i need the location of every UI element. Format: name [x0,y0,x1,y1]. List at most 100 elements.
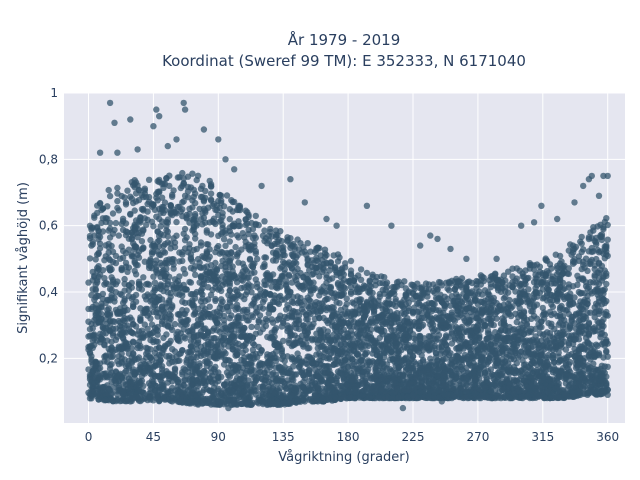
data-point [569,393,577,400]
data-point [145,262,153,269]
data-point [99,267,107,274]
data-point [541,310,548,318]
data-point [127,314,134,321]
data-point [125,246,133,253]
data-point [112,259,120,267]
data-point [259,232,267,239]
data-point [119,247,127,255]
data-point [533,275,541,283]
data-point [219,221,226,229]
data-point [153,257,160,264]
data-point [122,367,130,375]
data-point [187,343,195,350]
data-point [173,285,180,292]
data-point [96,199,104,207]
data-point [199,302,206,310]
data-point [89,325,97,332]
data-point [118,266,125,274]
data-point [207,365,215,372]
data-point [114,197,121,205]
data-point [222,242,229,249]
data-point [226,238,233,245]
data-point [183,307,190,314]
data-point [114,204,121,212]
data-point [91,232,98,239]
data-point [261,227,268,234]
data-point [193,245,200,253]
data-point [115,232,123,239]
data-point [259,391,267,398]
data-point [150,338,157,346]
data-point [94,251,101,258]
data-point [415,308,422,315]
data-point [261,263,268,270]
data-point [218,338,225,345]
data-point [265,310,272,317]
data-point [114,184,121,192]
data-point [105,186,112,194]
data-point [203,263,210,270]
data-point [306,387,313,394]
data-point [170,261,177,268]
data-point [593,238,600,246]
data-points [85,99,611,412]
data-point [220,317,228,324]
data-point [189,197,196,204]
data-point [306,321,313,328]
data-point [559,279,567,287]
data-point [578,233,585,241]
data-point [163,222,170,229]
data-point [421,314,428,322]
data-point [144,280,151,287]
data-point [131,207,138,214]
data-point [150,273,157,280]
data-point [167,337,174,345]
data-point [303,340,310,347]
data-point [181,225,189,233]
data-point [477,272,484,279]
data-point [580,246,587,253]
data-point [604,236,611,243]
data-point [179,371,186,378]
data-point [536,263,544,270]
data-point [232,306,239,313]
data-point [460,357,467,364]
data-point [145,176,153,183]
data-point [112,219,120,227]
data-point [307,286,314,293]
data-point [245,226,252,234]
data-point [203,359,210,367]
data-point [212,265,219,272]
data-point [248,323,255,331]
data-point [507,312,515,320]
data-point [169,326,176,334]
data-point [277,228,284,235]
data-point [192,235,199,242]
data-point [427,333,434,340]
data-point [334,258,342,265]
data-point [369,271,376,278]
data-point [272,325,280,332]
data-point [405,299,412,306]
data-point [440,356,447,363]
data-point [477,361,484,368]
data-point [231,271,238,279]
data-point [546,308,554,316]
data-point [96,240,104,247]
data-point [92,256,99,263]
data-point [160,232,167,239]
data-point [542,256,549,264]
data-point [181,299,189,307]
data-point [473,315,480,322]
data-point [114,190,121,197]
data-point [219,213,226,220]
data-point [499,359,506,366]
data-point [518,280,525,288]
data-point [222,263,229,271]
data-point [242,266,249,273]
data-point [343,295,350,302]
data-point [333,293,340,301]
data-point [143,221,150,229]
data-point [278,323,285,330]
data-point [199,389,206,396]
